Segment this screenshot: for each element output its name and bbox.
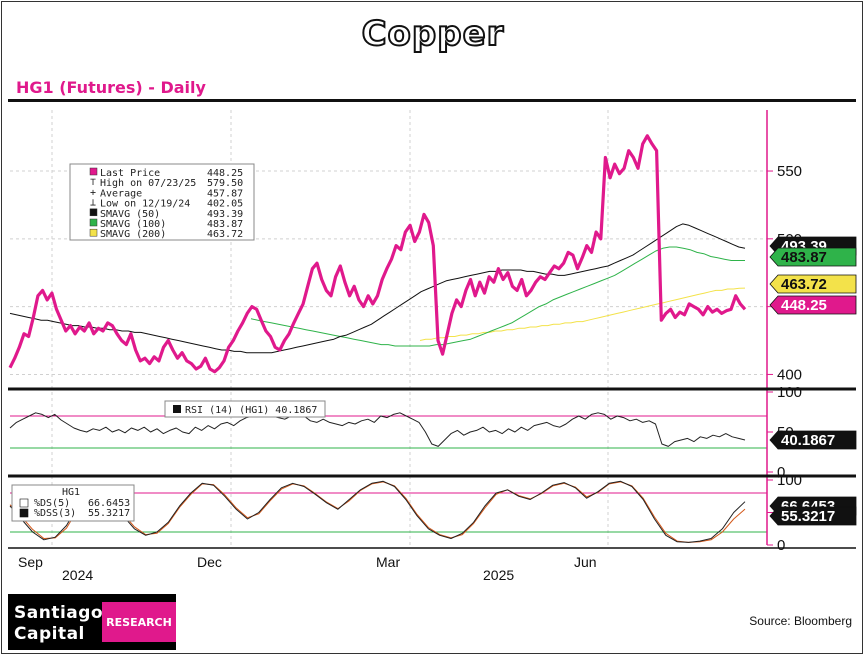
rsi-legend-swatch (173, 405, 181, 413)
legend-marker: ⊤ (90, 177, 96, 188)
stoch-legend-swatch (19, 498, 29, 508)
legend-marker: ⊥ (90, 198, 96, 209)
legend-swatch (89, 228, 98, 237)
legend-swatch (89, 218, 98, 227)
value-tag: 463.72 (769, 274, 857, 294)
legend-value: 493.39 (207, 209, 243, 220)
x-tick-label: Dec (197, 554, 222, 570)
legend-swatch (89, 167, 98, 176)
x-tick-label: Sep (18, 554, 43, 570)
x-tick-label: Jun (574, 554, 597, 570)
legend-value: 457.87 (207, 188, 243, 199)
legend-label: SMAVG (200) (100, 229, 166, 240)
logo-line1: Santiago (14, 603, 104, 623)
value-tag-bg (769, 274, 857, 294)
rsi-legend-label: RSI (14) (HG1) 40.1867 (185, 405, 317, 416)
page-title: Copper (361, 13, 505, 55)
y-tick-label: 100 (777, 384, 802, 401)
series-layer (8, 134, 747, 543)
value-tag-label: 40.1867 (781, 432, 835, 449)
series-line-last-price (8, 134, 747, 374)
y-tick-label: 0 (777, 464, 785, 481)
santiago-capital-logo: Santiago Capital RESEARCH (8, 594, 176, 650)
y-tick-label: 100 (777, 472, 802, 489)
legend-layer: Last Price 448.25 ⊤ High on 07/23/25 579.50 +… (11, 163, 326, 522)
research-badge: RESEARCH (102, 602, 176, 642)
legend-label: SMAVG (100) (100, 219, 166, 230)
value-tag-label: 483.87 (781, 249, 827, 266)
value-tag-bg (769, 506, 857, 526)
value-tag-bg (769, 295, 857, 315)
value-tag: 483.87 (769, 247, 857, 267)
stoch-legend-label: %DS(5) (34, 498, 70, 509)
y-tick-label: 400 (777, 366, 802, 383)
legend-marker: + (90, 187, 96, 198)
logo-line2: Capital (14, 624, 85, 644)
x-tick-label: Mar (376, 554, 400, 570)
stoch-legend-title: HG1 (62, 487, 80, 498)
series-line-smavg-200- (419, 287, 746, 341)
value-tags: 493.39483.87463.72448.2540.186766.645355… (769, 236, 857, 526)
x-year-label: 2024 (62, 567, 93, 583)
axis-layer: SepDecMarJun2024202540045050055005010005… (8, 110, 856, 583)
rsi-legend-box (164, 400, 326, 418)
value-tag-label: 463.72 (781, 276, 827, 293)
legend-value: 483.87 (207, 219, 243, 230)
legend-value: 579.50 (207, 178, 243, 189)
value-tag-label: 55.3217 (781, 508, 835, 525)
series-line-smavg-100- (250, 246, 745, 347)
value-tag-bg (769, 430, 857, 450)
legend-label: Last Price (100, 168, 160, 179)
value-tag: 448.25 (769, 295, 857, 315)
stoch-legend-swatch (19, 508, 29, 518)
y-tick-label: 550 (777, 163, 802, 180)
stoch-legend-label: %DSS(3) (34, 508, 76, 519)
x-year-label: 2025 (483, 567, 514, 583)
stoch-legend-value: 66.6453 (88, 498, 130, 509)
chart-subtitle: HG1 (Futures) - Daily (16, 78, 206, 97)
series-line--ds-5- (9, 480, 746, 543)
legend-label: Average (100, 188, 142, 199)
stoch-legend-value: 55.3217 (88, 508, 130, 519)
legend-label: Low on 12/19/24 (100, 199, 190, 210)
legend-value: 448.25 (207, 168, 243, 179)
source-label: Source: Bloomberg (749, 614, 852, 628)
value-tag: 55.3217 (769, 506, 857, 526)
value-tag: 40.1867 (769, 430, 857, 450)
value-tag-bg (769, 247, 857, 267)
stoch-legend-box (11, 484, 135, 522)
y-tick-label: 0 (777, 537, 785, 554)
series-line-rsi-14-hg1- (9, 412, 746, 447)
legend-label: High on 07/23/25 (100, 178, 196, 189)
legend-label: SMAVG (50) (100, 209, 160, 220)
series-line-smavg-50- (9, 223, 746, 354)
legend-value: 463.72 (207, 229, 243, 240)
legend-swatch (89, 208, 98, 217)
band-lines (10, 415, 767, 533)
legend-value: 402.05 (207, 199, 243, 210)
price-legend-box (69, 163, 255, 241)
header-divider (8, 99, 856, 102)
value-tag-label: 448.25 (781, 297, 827, 314)
